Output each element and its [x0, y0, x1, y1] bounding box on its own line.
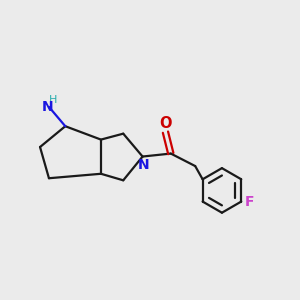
Text: N: N: [137, 158, 149, 172]
Text: F: F: [245, 195, 254, 208]
Text: N: N: [42, 100, 53, 115]
Text: O: O: [159, 116, 172, 131]
Text: H: H: [49, 95, 57, 105]
